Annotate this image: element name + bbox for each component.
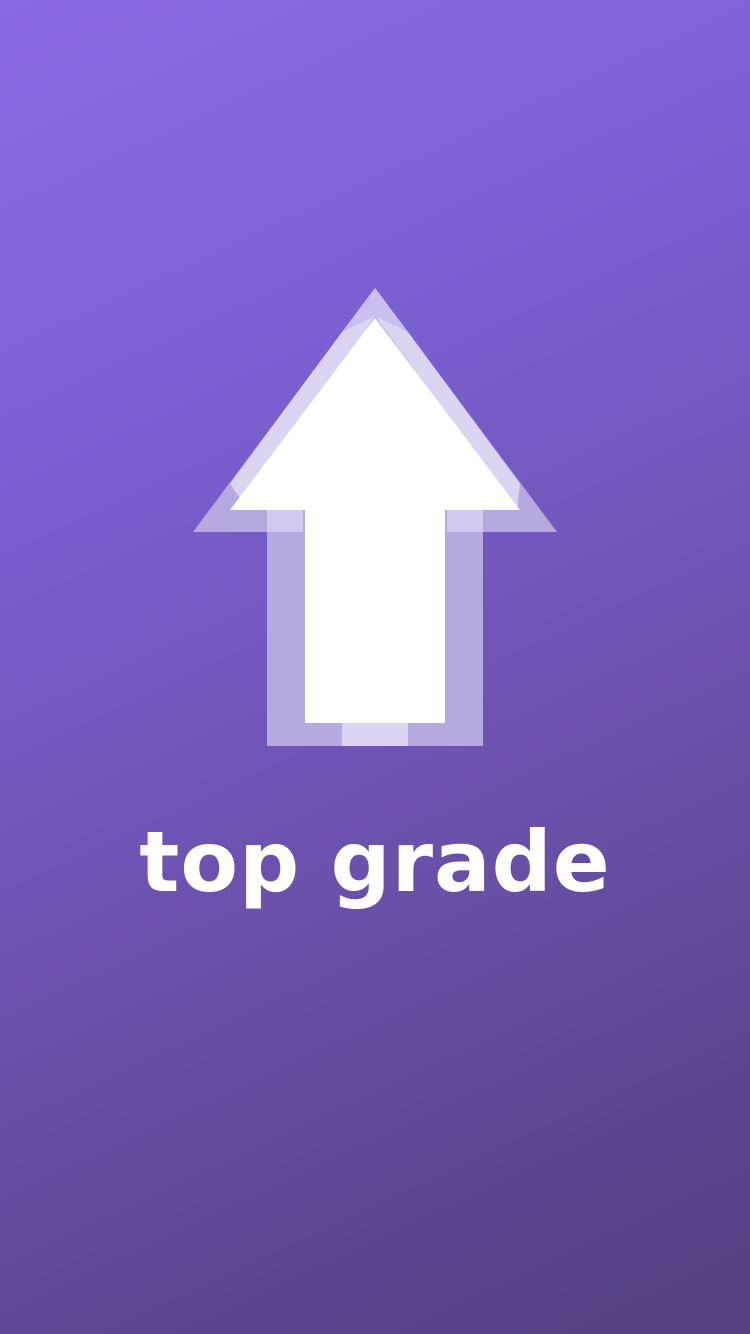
up-arrow-icon <box>190 288 560 748</box>
arrow-outline-tip <box>342 288 408 332</box>
arrow-outline-shoulder-right <box>447 510 483 532</box>
arrow-outline-right-edge <box>375 316 520 510</box>
arrow-outline-bottom <box>342 722 408 746</box>
arrow-outline-left-edge <box>230 316 375 510</box>
arrow-core <box>230 318 520 723</box>
app-name-title: top grade <box>139 813 611 911</box>
arrow-outline-shoulder-left <box>267 510 303 532</box>
